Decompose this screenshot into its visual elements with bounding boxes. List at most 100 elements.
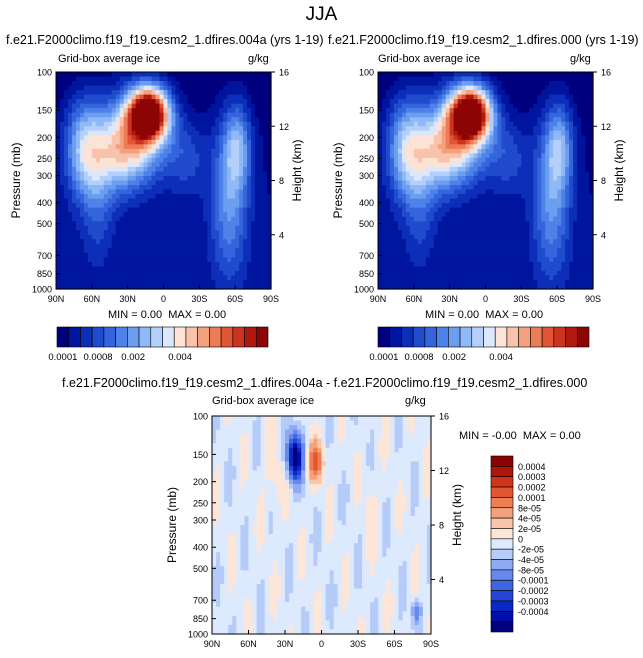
heatmap-cell <box>187 171 192 177</box>
heatmap-cell <box>267 166 272 173</box>
heatmap-cell <box>143 252 149 258</box>
heatmap-cell <box>119 203 125 209</box>
heatmap-cell <box>405 225 411 231</box>
heatmap-cell <box>67 72 73 78</box>
heatmap-cell <box>235 121 240 127</box>
heatmap-cell <box>477 243 483 249</box>
heatmap-cell <box>211 207 216 213</box>
heatmap-cell <box>235 117 240 123</box>
heatmap-cell <box>239 139 244 145</box>
heatmap-cell <box>545 148 550 154</box>
heatmap-cell <box>115 189 121 195</box>
heatmap-cell <box>91 225 97 231</box>
heatmap-cell <box>533 248 538 254</box>
heatmap-cell <box>131 126 137 132</box>
heatmap-cell <box>513 126 518 132</box>
heatmap-cell <box>239 248 244 254</box>
heatmap-cell <box>87 108 93 114</box>
heatmap-cell <box>541 76 546 82</box>
heatmap-cell <box>211 189 216 195</box>
heatmap-cell <box>243 121 248 127</box>
heatmap-cell <box>263 257 268 263</box>
heatmap-cell <box>441 117 447 123</box>
heatmap-cell <box>473 157 479 164</box>
heatmap-cell <box>83 157 89 164</box>
heatmap-cell <box>175 284 181 290</box>
heatmap-cell <box>99 76 105 82</box>
heatmap-cell <box>135 148 141 154</box>
heatmap-cell <box>421 112 427 118</box>
heatmap-cell <box>259 76 264 82</box>
heatmap-cell <box>223 148 228 154</box>
heatmap-cell <box>517 257 522 263</box>
heatmap-cell <box>378 216 383 222</box>
heatmap-cell <box>167 189 173 195</box>
heatmap-cell <box>139 90 145 96</box>
heatmap-cell <box>417 157 423 164</box>
heatmap-cell <box>461 81 467 87</box>
heatmap-cell <box>143 266 149 272</box>
heatmap-cell <box>119 139 125 145</box>
heatmap-cell <box>75 148 81 154</box>
heatmap-cell <box>207 239 212 245</box>
heatmap-cell <box>227 207 232 213</box>
heatmap-cell <box>87 148 93 154</box>
heatmap-cell <box>163 121 169 127</box>
heatmap-cell <box>485 126 491 132</box>
heatmap-cell <box>91 99 97 105</box>
heatmap-cell <box>215 76 220 82</box>
heatmap-cell <box>79 144 85 150</box>
heatmap-cell <box>123 175 129 182</box>
heatmap-cell <box>545 72 550 78</box>
heatmap-cell <box>231 221 236 227</box>
heatmap-cell <box>251 275 256 281</box>
heatmap-cell <box>195 203 200 209</box>
heatmap-cell <box>187 85 192 91</box>
heatmap-cell <box>79 216 85 222</box>
heatmap-cell <box>457 94 463 100</box>
heatmap-cell <box>517 135 522 141</box>
heatmap-cell <box>143 284 149 290</box>
heatmap-cell <box>521 90 526 96</box>
heatmap-cell <box>95 153 101 159</box>
heatmap-cell <box>99 252 105 258</box>
heatmap-cell <box>219 121 224 127</box>
heatmap-cell <box>159 207 165 213</box>
heatmap-cell <box>525 248 530 254</box>
heatmap-cell <box>83 148 89 154</box>
heatmap-cell <box>227 81 232 87</box>
heatmap-cell <box>115 234 121 240</box>
heatmap-cell <box>187 275 192 281</box>
heatmap-cell <box>199 112 204 118</box>
heatmap-cell <box>529 185 534 191</box>
heatmap-cell <box>413 130 419 136</box>
heatmap-cell <box>525 243 530 249</box>
heatmap-cell <box>445 99 451 105</box>
heatmap-cell <box>263 239 268 245</box>
heatmap-cell <box>497 103 503 109</box>
heatmap-cell <box>517 130 522 136</box>
heatmap-cell <box>151 81 157 87</box>
heatmap-cell <box>147 103 153 109</box>
heatmap-cell <box>111 230 117 236</box>
heatmap-cell <box>175 248 181 254</box>
heatmap-cell <box>215 234 220 240</box>
heatmap-cell <box>509 234 514 240</box>
heatmap-cell <box>429 203 435 209</box>
heatmap-cell <box>151 180 157 186</box>
heatmap-cell <box>255 112 260 118</box>
heatmap-cell <box>167 130 173 136</box>
heatmap-cell <box>513 175 518 182</box>
heatmap-cell <box>227 157 232 164</box>
heatmap-cell <box>91 144 97 150</box>
heatmap-cell <box>163 207 169 213</box>
heatmap-cell <box>79 239 85 245</box>
heatmap-cell <box>199 126 204 132</box>
heatmap-cell <box>525 261 530 267</box>
heatmap-cell <box>453 230 459 236</box>
heatmap-cell <box>199 76 204 82</box>
heatmap-cell <box>207 94 212 100</box>
heatmap-cell <box>473 279 479 286</box>
heatmap-cell <box>441 270 447 277</box>
heatmap-cell <box>477 257 483 263</box>
